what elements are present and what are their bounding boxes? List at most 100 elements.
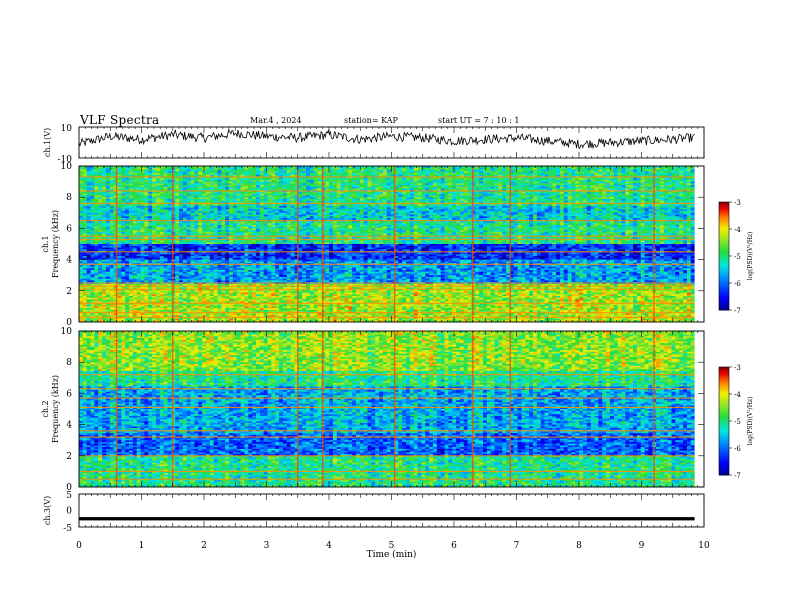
spectrogram-cell <box>82 240 88 243</box>
spectrogram-cell <box>198 252 203 255</box>
spectrogram-cell <box>152 185 157 188</box>
spectrogram-cell <box>221 174 226 177</box>
spectrogram-cell <box>194 183 199 186</box>
spectrogram-cell <box>225 271 230 274</box>
spectrogram-cell <box>179 304 184 307</box>
spectrogram-cell <box>159 200 165 203</box>
spectrogram-cell <box>217 216 222 219</box>
spectrogram-cell <box>205 223 211 226</box>
spectrogram-cell <box>213 304 218 307</box>
spectrogram-cell <box>179 233 184 236</box>
spectrogram-cell <box>221 183 226 186</box>
spectrogram-cell <box>136 296 141 299</box>
spectrogram-cell <box>113 193 118 196</box>
spectrogram-cell <box>129 264 134 267</box>
spectrogram-cell <box>229 264 234 267</box>
spectrogram-cell <box>121 195 126 198</box>
spectrogram-cell <box>102 252 107 255</box>
spectrogram-cell <box>186 276 191 280</box>
spectrogram-cell <box>194 181 199 184</box>
spectrogram-cell <box>182 261 188 264</box>
spectrogram-cell <box>186 242 191 245</box>
spectrogram-cell <box>163 320 168 323</box>
spectrogram-cell <box>79 313 84 316</box>
spectrogram-cell <box>182 214 188 217</box>
spectrogram-cell <box>98 200 103 203</box>
spectrogram-cell <box>98 167 103 170</box>
spectrogram-cell <box>163 179 168 182</box>
spectrogram-cell <box>186 216 191 219</box>
spectrogram-cell <box>225 207 230 210</box>
spectrogram-cell <box>102 226 107 229</box>
spectrogram-cell <box>229 171 234 174</box>
spectrogram-cell <box>205 224 211 228</box>
spectrogram-cell <box>163 192 168 195</box>
spectrogram-cell <box>209 268 215 271</box>
spectrogram-cell <box>175 297 180 300</box>
spectrogram-cell <box>117 257 122 260</box>
spectrogram-cell <box>125 249 130 252</box>
spectrogram-cell <box>132 224 138 228</box>
spectrogram-cell <box>217 183 222 186</box>
spectrogram-cell <box>179 200 184 203</box>
spectrogram-cell <box>155 172 161 176</box>
spectrogram-cell <box>213 275 218 278</box>
spectrogram-cell <box>163 223 168 226</box>
spectrogram-cell <box>125 223 130 226</box>
spectrogram-cell <box>132 214 138 217</box>
spectrogram-cell <box>132 287 138 290</box>
spectrogram-cell <box>98 204 103 207</box>
spectrogram-cell <box>167 197 172 200</box>
spectrogram-cell <box>82 169 88 172</box>
spectrogram-cell <box>159 245 165 248</box>
spectrogram-cell <box>102 216 107 219</box>
spectrogram-cell <box>194 174 199 177</box>
spectrogram-cell <box>175 292 180 295</box>
spectrogram-cell <box>163 283 168 286</box>
spectrogram-cell <box>152 167 157 170</box>
spectrogram-cell <box>136 221 141 224</box>
spectrogram-cell <box>82 167 88 170</box>
spectrogram-cell <box>221 308 226 311</box>
spectrogram-cell <box>171 166 176 169</box>
spectrogram-cell <box>221 304 226 307</box>
spectrogram-cell <box>155 292 161 295</box>
spectrogram-cell <box>202 264 207 267</box>
spectrogram-cell <box>82 254 88 257</box>
spectrogram-cell <box>121 207 126 210</box>
spectrogram-cell <box>79 259 84 262</box>
spectrogram-cell <box>132 237 138 240</box>
spectrogram-cell <box>213 174 218 177</box>
spectrogram-cell <box>125 306 130 309</box>
spectrogram-cell <box>171 192 176 195</box>
spectrogram-cell <box>79 223 84 226</box>
spectrogram-cell <box>198 211 203 214</box>
spectrogram-cell <box>105 304 111 307</box>
spectrogram-cell <box>221 299 226 302</box>
spectrogram-cell <box>121 211 126 214</box>
spectrogram-cell <box>94 228 99 231</box>
spectrogram-cell <box>144 205 149 208</box>
spectrogram-cell <box>159 320 165 323</box>
spectrogram-cell <box>179 257 184 260</box>
spectrogram-cell <box>209 306 215 309</box>
spectrogram-cell <box>98 320 103 323</box>
spectrogram-cell <box>182 313 188 316</box>
spectrogram-cell <box>225 297 230 300</box>
spectrogram-cell <box>90 237 95 240</box>
spectrogram-cell <box>82 204 88 207</box>
spectrogram-cell <box>209 320 215 323</box>
spectrogram-cell <box>190 315 195 318</box>
spectrogram-cell <box>109 244 115 247</box>
spectrogram-cell <box>198 280 203 283</box>
spectrogram-cell <box>140 167 145 170</box>
spectrogram-cell <box>117 193 122 196</box>
spectrogram-cell <box>182 204 188 207</box>
spectrogram-cell <box>117 270 122 273</box>
spectrogram-cell <box>121 174 126 177</box>
spectrogram-cell <box>109 309 115 312</box>
spectrogram-cell <box>175 178 180 181</box>
spectrogram-cell <box>175 226 180 229</box>
spectrogram-cell <box>140 192 145 195</box>
spectrogram-cell <box>129 200 134 203</box>
